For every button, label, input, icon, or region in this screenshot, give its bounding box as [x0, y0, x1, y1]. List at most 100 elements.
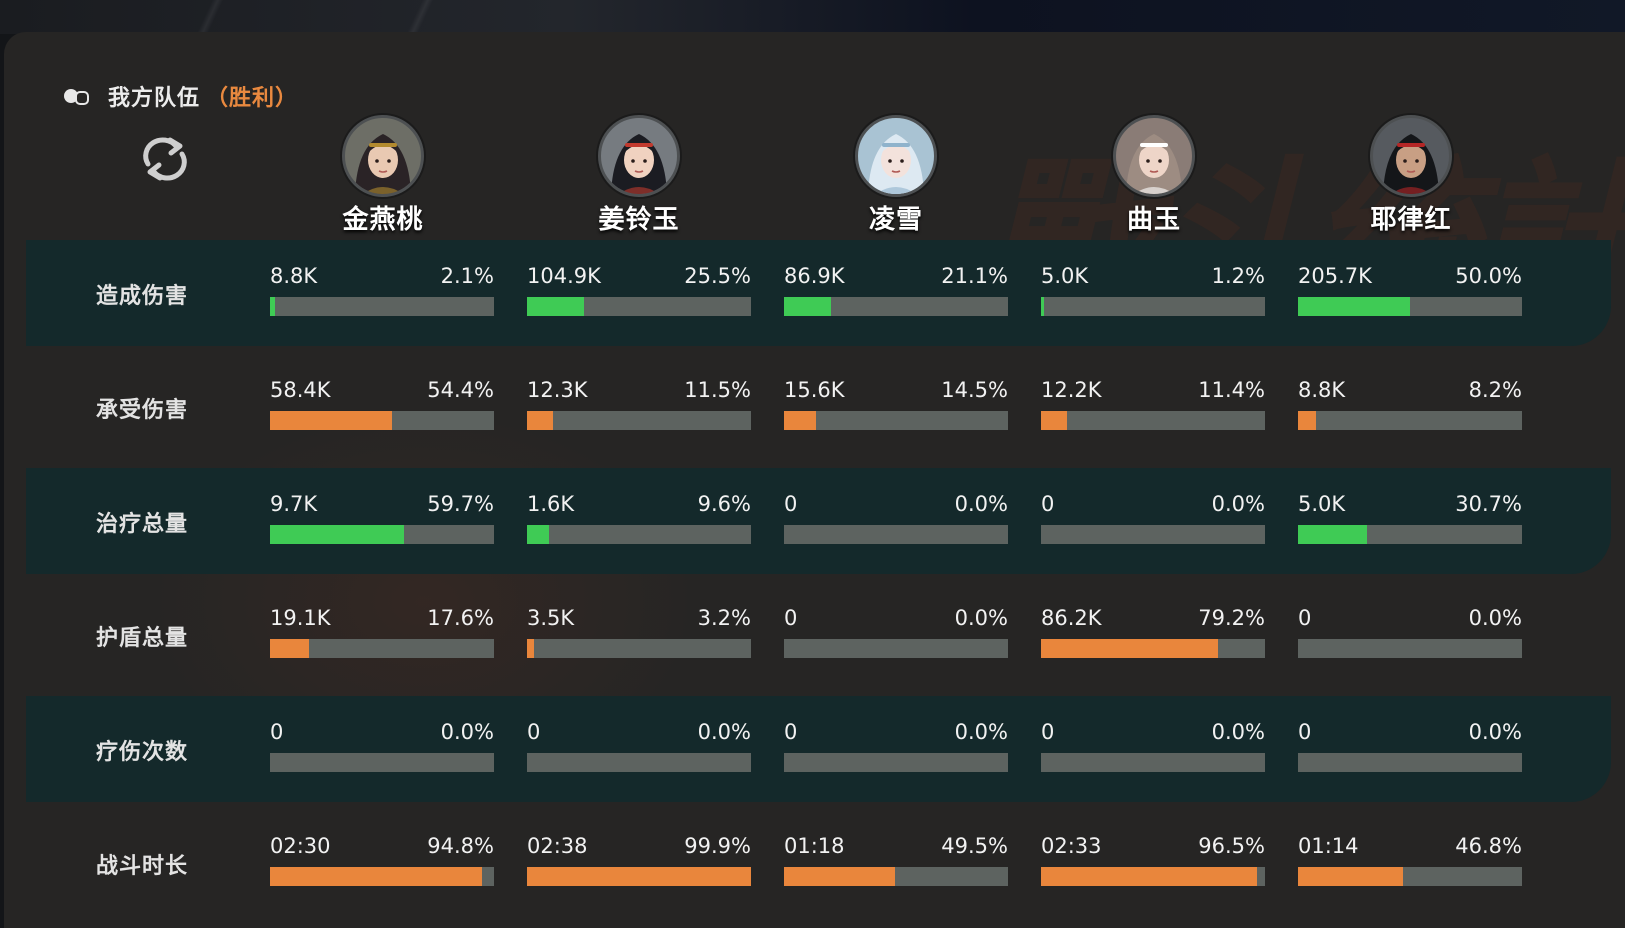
stat-value: 0: [1298, 606, 1312, 630]
hero-card[interactable]: 耶律红: [1331, 115, 1491, 236]
stat-row: 护盾总量 19.1K 17.6% 3.5K 3.2% 0 0.0% 86.2K 79.2% 0 0.…: [26, 582, 1611, 688]
stat-bar: [270, 639, 494, 658]
stat-label: 治疗总量: [96, 512, 189, 537]
stat-value: 19.1K: [270, 606, 331, 630]
stat-percent: 3.2%: [697, 606, 751, 630]
stat-bar: [270, 753, 494, 772]
stat-bar: [784, 411, 1008, 430]
stat-percent: 99.9%: [684, 834, 751, 858]
stat-cell: 3.5K 3.2%: [527, 604, 751, 658]
stat-percent: 46.8%: [1455, 834, 1522, 858]
stat-percent: 0.0%: [954, 492, 1008, 516]
stat-bar-fill: [1041, 411, 1067, 430]
stat-cell: 12.2K 11.4%: [1041, 376, 1265, 430]
stat-percent: 8.2%: [1468, 378, 1522, 402]
stat-bar: [270, 411, 494, 430]
top-backdrop: [0, 0, 1625, 34]
stat-bar-fill: [1298, 411, 1316, 430]
stat-cell: 86.2K 79.2%: [1041, 604, 1265, 658]
stat-cell: 5.0K 1.2%: [1041, 262, 1265, 316]
hero-card[interactable]: 金燕桃: [303, 115, 463, 236]
refresh-icon[interactable]: [136, 134, 194, 184]
stat-bar: [1298, 411, 1522, 430]
stat-bar: [270, 525, 494, 544]
stat-cell: 01:14 46.8%: [1298, 832, 1522, 886]
stat-value: 0: [1041, 720, 1055, 744]
stat-bar-fill: [527, 297, 584, 316]
stat-value: 15.6K: [784, 378, 845, 402]
stat-percent: 50.0%: [1455, 264, 1522, 288]
toggle-icon[interactable]: [64, 89, 90, 105]
hero-avatar[interactable]: [1370, 115, 1452, 197]
stat-bar-fill: [1298, 867, 1403, 886]
stat-value: 0: [784, 606, 798, 630]
team-title: 我方队伍: [108, 86, 201, 111]
stat-percent: 30.7%: [1455, 492, 1522, 516]
hero-card[interactable]: 姜铃玉: [559, 115, 719, 236]
hero-name: 耶律红: [1370, 205, 1452, 235]
stat-bar: [784, 639, 1008, 658]
team-header: 我方队伍 （胜利）: [64, 78, 298, 114]
stat-bar-fill: [1041, 297, 1044, 316]
stat-bar: [1041, 411, 1265, 430]
stat-cell: 0 0.0%: [1298, 604, 1522, 658]
stat-value: 01:18: [784, 834, 845, 858]
stat-value: 1.6K: [527, 492, 575, 516]
hero-name: 姜铃玉: [598, 205, 680, 235]
stat-value: 01:14: [1298, 834, 1359, 858]
stat-label: 承受伤害: [96, 398, 189, 423]
stat-percent: 79.2%: [1198, 606, 1265, 630]
stat-bar: [527, 753, 751, 772]
stat-cell: 02:30 94.8%: [270, 832, 494, 886]
stat-value: 0: [784, 720, 798, 744]
stat-bar-fill: [1298, 525, 1367, 544]
stat-percent: 0.0%: [697, 720, 751, 744]
stat-cell: 0 0.0%: [1298, 718, 1522, 772]
stat-bar-fill: [270, 411, 392, 430]
stat-cell: 0 0.0%: [1041, 718, 1265, 772]
stat-percent: 0.0%: [1211, 720, 1265, 744]
hero-avatar[interactable]: [1113, 115, 1195, 197]
stat-bar: [784, 867, 1008, 886]
stat-percent: 59.7%: [427, 492, 494, 516]
stat-value: 02:38: [527, 834, 588, 858]
stat-value: 104.9K: [527, 264, 601, 288]
stat-percent: 0.0%: [1468, 720, 1522, 744]
stat-value: 86.9K: [784, 264, 845, 288]
hero-card[interactable]: 曲玉: [1074, 115, 1234, 236]
stat-value: 86.2K: [1041, 606, 1102, 630]
stat-row: 治疗总量 9.7K 59.7% 1.6K 9.6% 0 0.0% 0 0.0% 5.0K 30.7%: [26, 468, 1611, 574]
stat-percent: 0.0%: [1468, 606, 1522, 630]
stat-bar-fill: [270, 297, 275, 316]
stat-bar-fill: [270, 525, 404, 544]
hero-avatar[interactable]: [342, 115, 424, 197]
stat-bar: [1041, 753, 1265, 772]
stat-percent: 11.5%: [684, 378, 751, 402]
stat-label: 疗伤次数: [96, 740, 189, 765]
stat-bar: [270, 867, 494, 886]
stat-bar: [784, 525, 1008, 544]
stat-value: 5.0K: [1298, 492, 1346, 516]
stat-bar: [527, 525, 751, 544]
hero-name: 曲玉: [1126, 205, 1181, 235]
stat-row: 承受伤害 58.4K 54.4% 12.3K 11.5% 15.6K 14.5% 12.2K 1…: [26, 354, 1611, 460]
stat-bar-fill: [527, 639, 534, 658]
stat-row: 造成伤害 8.8K 2.1% 104.9K 25.5% 86.9K 21.1% 5.0K 1.2…: [26, 240, 1611, 346]
stat-bar-fill: [270, 867, 482, 886]
stat-percent: 0.0%: [954, 606, 1008, 630]
stat-bar-fill: [527, 411, 553, 430]
stat-cell: 15.6K 14.5%: [784, 376, 1008, 430]
stat-value: 0: [784, 492, 798, 516]
hero-card[interactable]: 凌雪: [816, 115, 976, 236]
hero-avatar[interactable]: [598, 115, 680, 197]
stat-value: 9.7K: [270, 492, 318, 516]
hero-avatar[interactable]: [855, 115, 937, 197]
stat-percent: 0.0%: [440, 720, 494, 744]
stat-cell: 0 0.0%: [527, 718, 751, 772]
stat-percent: 2.1%: [440, 264, 494, 288]
stat-percent: 17.6%: [427, 606, 494, 630]
stat-cell: 58.4K 54.4%: [270, 376, 494, 430]
stat-cell: 1.6K 9.6%: [527, 490, 751, 544]
stat-cell: 19.1K 17.6%: [270, 604, 494, 658]
stat-bar-fill: [784, 297, 831, 316]
